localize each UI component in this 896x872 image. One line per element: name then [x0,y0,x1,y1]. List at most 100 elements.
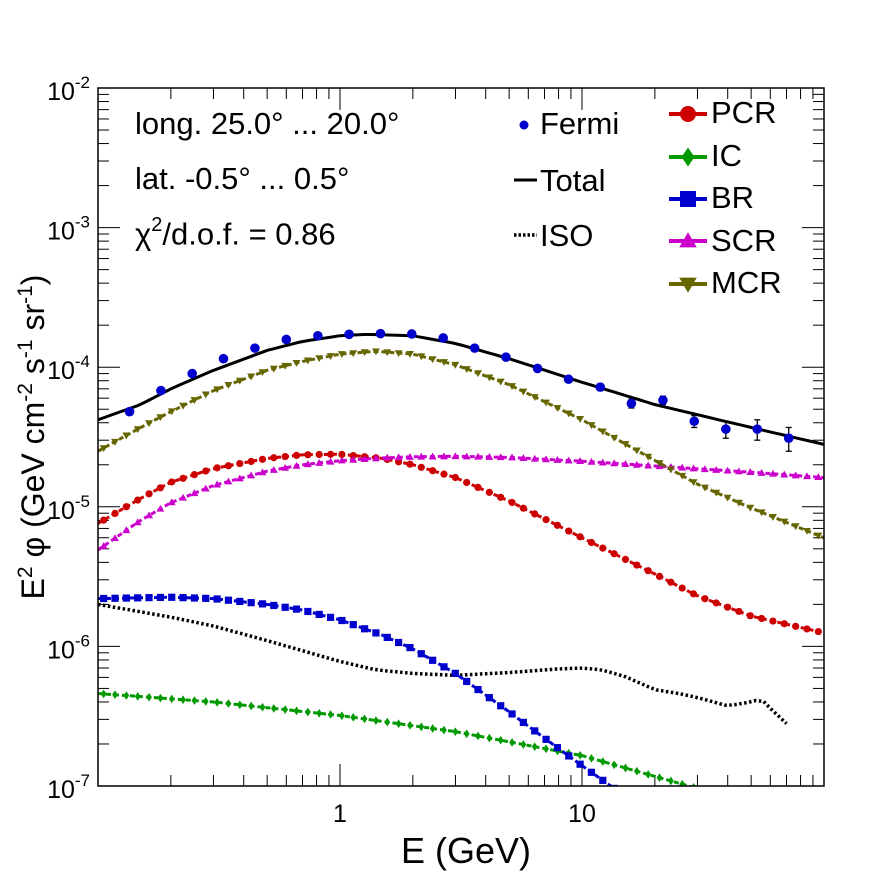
marker-pcr [746,612,754,620]
marker-scr [190,489,199,497]
marker-scr [644,461,653,469]
marker-ic [361,714,368,724]
fermi-point [658,395,668,406]
marker-pcr [621,555,630,564]
marker-ic [123,691,130,700]
marker-pcr [474,483,482,492]
marker-mcr [224,382,233,389]
marker-mcr [179,402,188,410]
marker-pcr [565,527,573,535]
marker-ic [282,705,289,714]
marker-ic [759,804,765,813]
fermi-point [218,353,229,364]
marker-scr [553,455,562,463]
marker-mcr [337,351,346,358]
marker-scr [235,474,244,482]
marker-mcr [201,391,210,399]
marker-mcr [496,378,505,386]
marker-scr [768,469,777,477]
legend-icon-ic [681,147,695,167]
legend-label-mcr: MCR [711,265,782,300]
marker-scr [371,454,380,462]
marker-scr [394,453,403,461]
marker-ic [180,695,186,705]
marker-pcr [814,627,822,636]
marker-scr [621,460,630,467]
marker-mcr [292,360,301,367]
marker-pcr [712,599,720,607]
marker-pcr [735,607,743,616]
marker-ic [747,801,753,810]
marker-ic [429,724,436,733]
marker-ic [702,786,708,795]
marker-pcr [224,462,233,470]
legend-icon-scr [679,232,697,248]
marker-ic [100,689,107,699]
marker-scr [417,452,426,460]
axis-ticks [97,88,824,787]
marker-scr [213,480,222,488]
marker-pcr [429,467,437,475]
marker-pcr [678,584,686,592]
marker-scr [303,460,312,468]
legend-label-fermi: Fermi [540,106,620,141]
marker-scr [576,457,585,465]
fermi-point [501,352,511,362]
marker-pcr [542,516,550,524]
marker-mcr [644,453,653,461]
series-scr [98,452,824,552]
marker-scr [689,464,698,472]
marker-ic [667,776,674,786]
marker-mcr [315,355,324,363]
marker-br [451,669,459,677]
marker-br [202,594,210,602]
marker-scr [474,452,482,460]
marker-ic [418,722,425,732]
fermi-point [375,328,386,339]
marker-scr [122,526,131,534]
marker-mcr [587,422,596,430]
marker-pcr [463,478,471,487]
chi2-exponent: 2 [151,214,163,236]
marker-pcr [701,595,709,603]
marker-scr [156,504,165,512]
marker-scr [632,460,641,468]
legend-label-scr: SCR [711,223,777,258]
marker-br [395,638,403,647]
marker-mcr [417,353,426,361]
marker-scr [99,542,108,549]
marker-ic [157,693,164,703]
marker-mcr [269,365,278,373]
marker-ic [112,690,118,700]
marker-mcr [723,494,732,502]
marker-ic [633,766,640,776]
marker-mcr [394,350,403,358]
marker-br [224,596,233,604]
marker-mcr [99,445,108,453]
marker-scr [326,457,335,465]
marker-br [576,760,584,768]
series-line-mcr [98,349,824,540]
marker-mcr [530,394,539,401]
marker-mcr [746,504,755,512]
marker-ic [270,704,277,713]
marker-pcr [247,457,255,466]
marker-scr [360,455,369,462]
marker-scr [757,468,766,476]
fermi-point [344,329,354,340]
fermi-point [532,363,543,374]
marker-ic [168,694,175,704]
marker-pcr [156,484,164,492]
legend-icon-pcr [680,106,696,122]
series-fermi [124,328,794,452]
marker-scr [712,465,721,473]
marker-pcr [803,625,811,633]
marker-br [236,597,244,606]
marker-br [270,601,278,610]
marker-br [599,776,607,784]
marker-ic [770,808,776,817]
marker-ic [327,710,334,719]
marker-pcr [292,451,301,459]
marker-mcr [451,361,460,369]
marker-pcr [508,498,516,507]
